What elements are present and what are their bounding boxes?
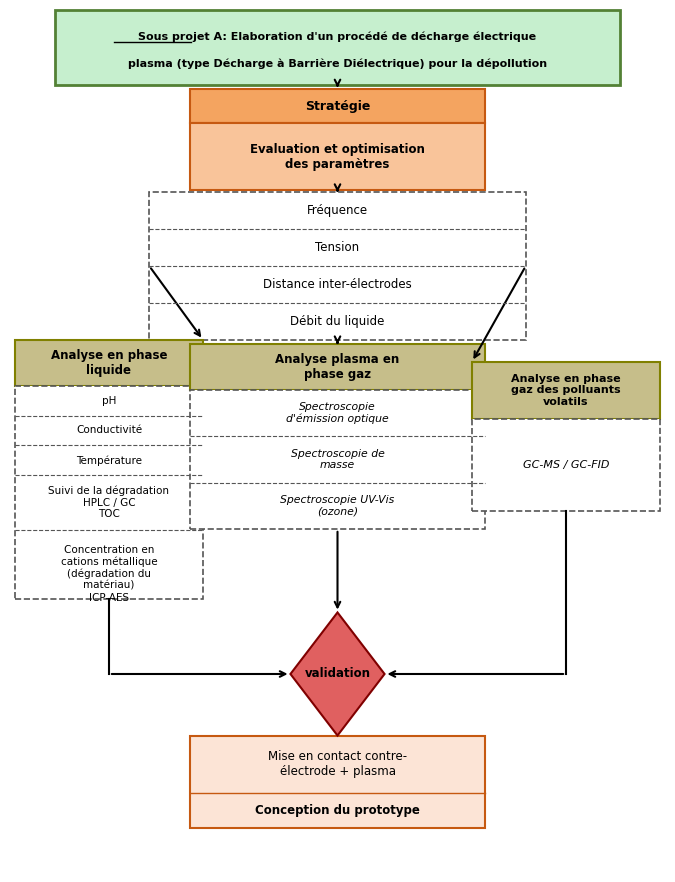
Text: Analyse plasma en
phase gaz: Analyse plasma en phase gaz — [275, 353, 400, 381]
Text: GC-MS / GC-FID: GC-MS / GC-FID — [523, 460, 610, 470]
Bar — [15, 385, 203, 599]
Text: Sous projet A: Elaboration d'un procédé de décharge électrique: Sous projet A: Elaboration d'un procédé … — [138, 31, 537, 41]
Bar — [149, 192, 526, 340]
Bar — [15, 340, 203, 385]
Bar — [190, 736, 485, 828]
Text: Spectroscopie UV-Vis
(ozone): Spectroscopie UV-Vis (ozone) — [280, 495, 395, 517]
Bar — [190, 89, 485, 123]
Text: Analyse en phase
gaz des polluants
volatils: Analyse en phase gaz des polluants volat… — [511, 374, 621, 407]
Text: Stratégie: Stratégie — [305, 100, 370, 113]
Text: Suivi de la dégradation
HPLC / GC
TOC: Suivi de la dégradation HPLC / GC TOC — [49, 486, 169, 519]
Text: plasma (type Décharge à Barrière Diélectrique) pour la dépollution: plasma (type Décharge à Barrière Diélect… — [128, 59, 547, 70]
Text: Spectroscopie de
masse: Spectroscopie de masse — [290, 449, 385, 470]
Text: Débit du liquide: Débit du liquide — [290, 315, 385, 328]
Text: Mise en contact contre-
électrode + plasma: Mise en contact contre- électrode + plas… — [268, 751, 407, 778]
Text: Concentration en
cations métallique
(dégradation du
matériau)
ICP-AES: Concentration en cations métallique (dég… — [61, 545, 157, 602]
Text: Distance inter-électrodes: Distance inter-électrodes — [263, 278, 412, 291]
Polygon shape — [290, 612, 385, 736]
Bar — [472, 419, 660, 512]
Text: Conductivité: Conductivité — [76, 425, 142, 436]
Bar — [190, 390, 485, 529]
Text: Spectroscopie
d'émission optique: Spectroscopie d'émission optique — [286, 402, 389, 424]
Bar — [472, 362, 660, 419]
Text: Analyse en phase
liquide: Analyse en phase liquide — [51, 348, 167, 377]
Text: pH: pH — [102, 395, 116, 406]
Text: Tension: Tension — [315, 241, 360, 254]
Text: Fréquence: Fréquence — [307, 204, 368, 217]
Bar — [190, 344, 485, 390]
Text: validation: validation — [304, 668, 371, 681]
Bar — [55, 11, 620, 85]
Text: Température: Température — [76, 455, 142, 466]
Text: Evaluation et optimisation
des paramètres: Evaluation et optimisation des paramètre… — [250, 143, 425, 170]
Bar — [190, 123, 485, 191]
Text: Conception du prototype: Conception du prototype — [255, 804, 420, 817]
